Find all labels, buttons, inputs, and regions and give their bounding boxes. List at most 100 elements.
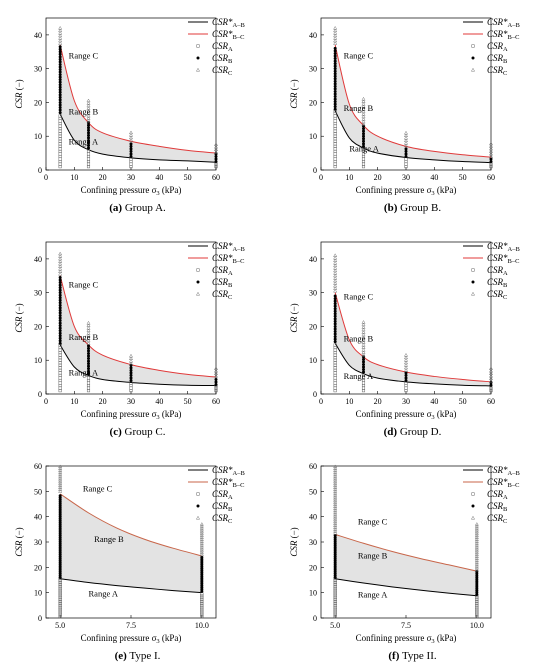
csr-c-point [361,122,366,126]
csr-c-point [333,273,338,278]
panel-caption-text: Group B. [397,202,442,214]
csr-c-point [333,473,338,478]
y-tick-label: 30 [309,65,317,74]
boundary-curve-bc [59,275,217,378]
data-points [58,464,204,619]
legend-marker-swatch [196,504,200,508]
legend-label: CSR*B–C [212,253,244,265]
csr-b-point [362,362,365,366]
range-c-label: Range C [358,516,388,526]
y-tick-label: 30 [34,538,42,547]
csr-c-point [86,106,91,110]
csr-b-point [58,303,62,307]
csr-c-point [333,466,338,470]
csr-a-point [58,353,62,357]
csr-c-point [214,368,218,373]
panel-caption-text: Type I. [126,650,161,662]
csr-b-point [58,306,62,310]
legend-label: CSR*A–B [487,465,520,477]
csr-c-point [333,470,338,474]
csr-c-point [333,260,338,265]
csr-c-point [214,149,218,154]
csr-b-point [362,127,365,131]
legend-label: CSRC [212,513,232,525]
x-tick-label: 10 [345,397,353,406]
csr-a-point [333,586,337,590]
range-b-band [60,275,216,386]
csr-a-point [58,371,62,375]
csr-a-point [333,114,337,118]
csr-b-point [333,97,337,101]
csr-b-point [333,304,337,308]
csr-b-point [404,376,408,380]
y-tick-label: 0 [313,166,317,175]
x-tick-label: 50 [459,173,467,182]
range-a-label: Range A [349,143,379,153]
csr-a-point [58,132,62,136]
csr-a-point [58,603,62,607]
x-tick-label: 20 [374,397,382,406]
csr-b-point [333,107,337,111]
csr-a-point [475,596,479,600]
csr-c-point [199,546,204,551]
csr-a-point [58,613,62,617]
panel-caption-text: Group D. [397,426,442,438]
csr-b-point [58,319,62,323]
csr-a-point [200,607,204,611]
panel-caption: (a) Group A. [0,202,275,214]
csr-a-point [58,611,62,615]
csr-a-point [58,584,62,588]
csr-a-point [200,615,204,619]
csr-a-point [333,132,337,136]
csr-b-point [333,72,337,76]
csr-c-point [58,28,63,33]
csr-b-point [58,90,62,94]
csr-c-point [404,140,408,145]
legend-marker-swatch [471,280,475,284]
csr-a-point [404,157,408,161]
csr-c-point [333,271,338,275]
csr-b-point [333,54,337,58]
csr-b-point [129,363,133,367]
csr-a-point [200,596,204,600]
csr-a-point [58,152,62,156]
csr-c-point [361,337,366,342]
range-b-label: Range B [94,534,124,544]
csr-c-point [474,531,479,536]
csr-b-point [333,49,337,53]
legend-label: CSRC [487,513,507,525]
csr-c-point [333,472,338,476]
csr-c-point [489,373,493,378]
y-tick-label: 40 [34,255,42,264]
csr-a-point [58,348,62,352]
csr-b-point [333,87,337,91]
csr-c-point [333,519,338,524]
csr-c-point [361,96,366,101]
csr-a-point [58,581,62,585]
csr-a-point [58,356,62,360]
csr-c-point [333,28,338,33]
csr-b-point [362,365,365,369]
legend-marker-swatch [471,56,475,60]
csr-c-point [199,552,204,557]
csr-a-point [86,381,91,385]
csr-b-point [58,278,62,282]
csr-c-point [129,133,133,137]
csr-c-point [58,464,63,469]
csr-c-point [474,539,479,543]
csr-a-point [58,389,62,393]
csr-a-point [200,603,204,607]
csr-b-point [58,75,62,79]
y-tick-label: 30 [309,538,317,547]
csr-a-point [58,139,62,143]
range-a-label: Range A [69,137,99,147]
csr-b-point [333,100,337,104]
y-tick-label: 10 [309,356,317,365]
x-tick-label: 0 [319,397,323,406]
csr-c-point [58,485,63,489]
y-tick-label: 10 [34,132,42,141]
csr-c-point [361,107,366,111]
panel-caption: (b) Group B. [275,202,550,214]
csr-a-point [58,165,62,169]
csr-a-point [86,162,91,166]
